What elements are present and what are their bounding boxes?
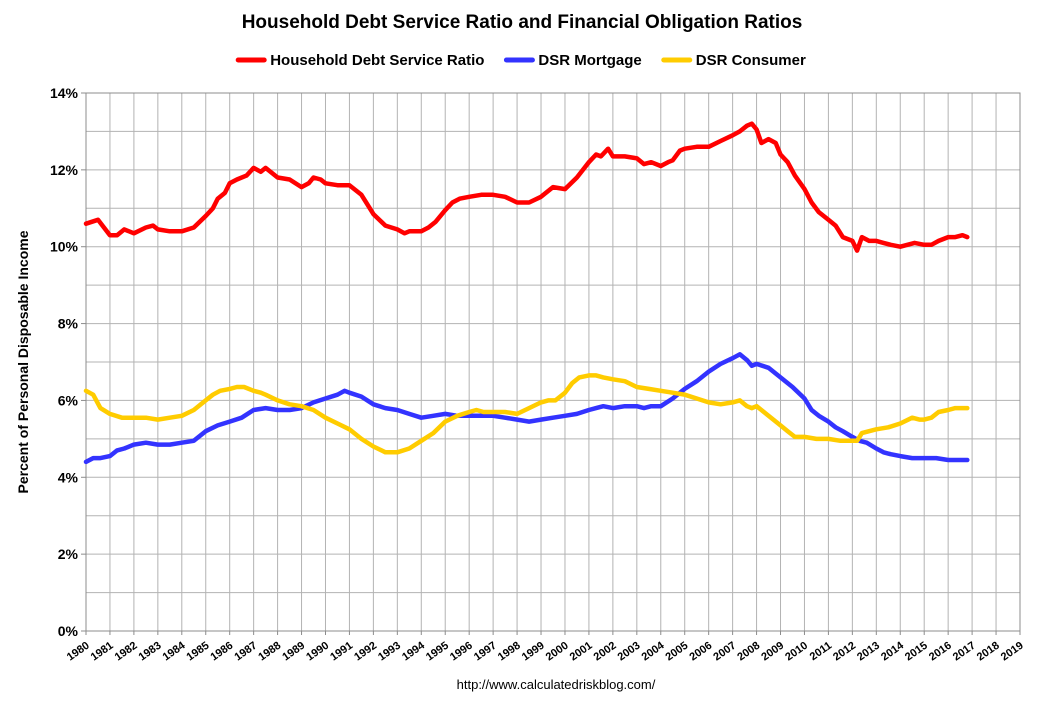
legend-label: DSR Mortgage	[538, 52, 641, 69]
x-tick-label: 1995	[424, 640, 451, 664]
y-axis-ticks: 0% 2% 4% 6% 8% 10% 12% 14%	[50, 85, 86, 639]
x-tick-label: 2009	[759, 640, 786, 664]
axes	[85, 92, 1021, 632]
x-tick-label: 1994	[400, 639, 428, 663]
x-tick-label: 2014	[879, 639, 907, 663]
grid	[85, 92, 1021, 632]
x-tick-label: 1996	[448, 640, 475, 664]
y-tick-label: 4%	[58, 469, 79, 485]
y-tick-label: 0%	[58, 623, 79, 639]
series-line-household-debt-service-ratio	[83, 121, 970, 253]
legend-label: DSR Consumer	[696, 52, 806, 69]
x-tick-label: 2010	[783, 640, 810, 664]
x-tick-label: 1981	[89, 640, 116, 664]
x-tick-label: 1991	[328, 640, 355, 664]
y-tick-label: 10%	[50, 239, 79, 255]
x-tick-label: 2000	[544, 640, 571, 664]
x-tick-label: 2013	[855, 640, 882, 664]
x-tick-label: 2015	[903, 640, 930, 664]
x-tick-label: 2016	[927, 640, 954, 664]
x-tick-label: 1993	[376, 640, 403, 664]
y-tick-label: 8%	[58, 316, 79, 332]
y-tick-label: 2%	[58, 546, 79, 562]
x-tick-label: 2004	[640, 639, 668, 663]
x-tick-label: 1987	[232, 640, 259, 664]
x-tick-label: 1990	[304, 640, 331, 664]
source-url: http://www.calculatedriskblog.com/	[457, 677, 656, 692]
series-line-dsr-mortgage	[83, 352, 970, 465]
x-tick-label: 2007	[711, 640, 738, 664]
x-tick-label: 1982	[113, 640, 140, 664]
x-tick-label: 2002	[592, 640, 619, 664]
y-tick-label: 6%	[58, 392, 79, 408]
x-tick-label: 2017	[951, 640, 978, 664]
y-tick-label: 14%	[50, 85, 79, 101]
y-tick-label: 12%	[50, 162, 79, 178]
legend: Household Debt Service Ratio DSR Mortgage…	[235, 52, 806, 69]
x-tick-label: 2003	[616, 640, 643, 664]
x-tick-label: 1983	[137, 640, 164, 664]
series-lines	[83, 121, 970, 465]
x-tick-label: 1997	[472, 640, 499, 664]
x-tick-label: 2006	[687, 640, 714, 664]
x-tick-label: 1984	[161, 639, 189, 663]
series-line-dsr-consumer	[83, 373, 970, 455]
x-axis-ticks: 1980198119821983198419851986198719881989…	[65, 631, 1026, 664]
x-tick-label: 1989	[280, 640, 307, 664]
x-tick-label: 1992	[352, 640, 379, 664]
x-tick-label: 2005	[663, 640, 690, 664]
chart-title: Household Debt Service Ratio and Financi…	[242, 12, 803, 33]
plot-area	[85, 92, 1021, 632]
x-tick-label: 1988	[256, 640, 283, 664]
x-tick-label: 2008	[735, 640, 762, 664]
x-tick-label: 2018	[975, 640, 1002, 664]
x-tick-label: 2011	[808, 640, 834, 664]
legend-label: Household Debt Service Ratio	[270, 52, 484, 69]
x-tick-label: 2001	[568, 640, 595, 664]
x-tick-label: 1986	[208, 640, 235, 664]
x-tick-label: 1980	[65, 640, 92, 664]
x-tick-label: 1985	[185, 640, 212, 664]
y-axis-label: Percent of Personal Disposable Income	[15, 230, 31, 493]
x-tick-label: 2019	[999, 640, 1026, 664]
x-tick-label: 1998	[496, 640, 523, 664]
x-tick-label: 2012	[831, 640, 858, 664]
x-tick-label: 1999	[520, 640, 547, 664]
